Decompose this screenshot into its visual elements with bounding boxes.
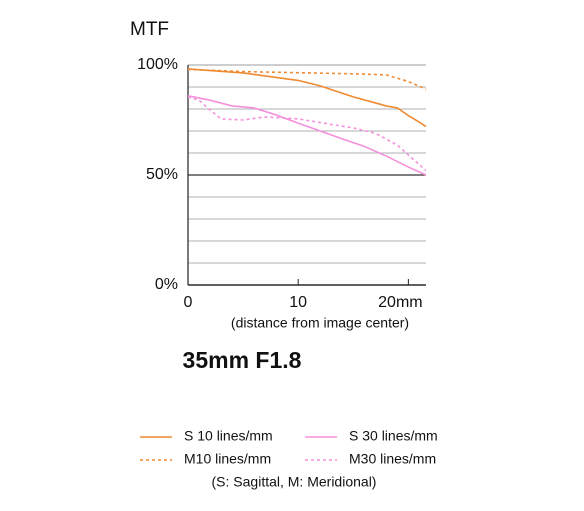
- series-line: [187, 96, 427, 172]
- legend-label: S 10 lines/mm: [184, 428, 273, 444]
- x-tick-label: 10: [289, 294, 307, 311]
- x-tick-label: 20mm: [378, 294, 422, 311]
- legend-label: M30 lines/mm: [349, 451, 436, 467]
- series-line: [187, 68, 427, 128]
- y-tick-label: 50%: [146, 166, 178, 183]
- x-tick-label: 0: [184, 294, 193, 311]
- series-line: [187, 95, 427, 176]
- chart-title: MTF: [130, 19, 169, 40]
- legend-label: M10 lines/mm: [184, 451, 271, 467]
- chart-subtitle: 35mm F1.8: [183, 347, 302, 373]
- y-tick-label: 0%: [155, 276, 178, 293]
- y-tick-label: 100%: [137, 56, 178, 73]
- series-line: [187, 68, 427, 90]
- x-axis-label: (distance from image center): [231, 315, 409, 331]
- legend-label: S 30 lines/mm: [349, 428, 438, 444]
- legend-note: (S: Sagittal, M: Meridional): [212, 474, 377, 490]
